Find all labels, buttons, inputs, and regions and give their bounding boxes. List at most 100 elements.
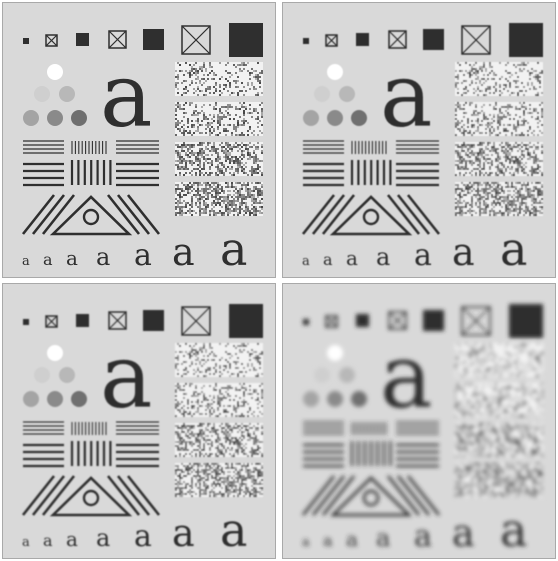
crossed-square	[325, 315, 338, 328]
solid-square	[143, 310, 164, 331]
crossed-square	[461, 25, 491, 55]
small-letter-a: a	[452, 230, 475, 274]
large-letter-a: a	[100, 325, 152, 428]
gray-level-circle	[314, 86, 330, 102]
small-letter-a: a	[376, 524, 390, 552]
panel-frame	[282, 2, 556, 278]
triangle-figure	[21, 194, 161, 236]
solid-square	[229, 304, 263, 338]
test-pattern-image: aa a a a a a a	[282, 283, 556, 559]
crossed-square	[388, 30, 407, 49]
crossed-square	[325, 34, 338, 47]
crossed-square	[45, 315, 58, 328]
noise-band	[455, 142, 543, 176]
small-letter-a: a	[172, 230, 195, 274]
horizontal-line-group	[396, 443, 439, 468]
triangle-figure	[301, 475, 441, 517]
crossed-square	[181, 25, 211, 55]
small-letter-a: a	[220, 503, 247, 557]
small-letter-a: a	[500, 503, 527, 557]
gray-level-circle	[303, 391, 319, 407]
vertical-line-group	[70, 441, 112, 466]
gray-level-circle	[314, 367, 330, 383]
small-letter-a: a	[134, 519, 152, 554]
gray-level-circle	[339, 367, 355, 383]
crossed-square	[45, 34, 58, 47]
gray-level-circle	[34, 367, 50, 383]
test-pattern-image: aa a a a a a a	[2, 2, 276, 278]
large-letter-a: a	[380, 44, 432, 147]
small-letter-a: a	[346, 246, 358, 270]
solid-square	[76, 33, 89, 46]
small-letter-a: a	[414, 238, 432, 273]
gray-level-circle	[327, 391, 343, 407]
vertical-line-group	[350, 441, 392, 466]
noise-band	[175, 102, 263, 136]
panel-frame	[2, 283, 276, 559]
panel-frame	[2, 2, 276, 278]
vertical-line-group	[71, 422, 107, 435]
horizontal-line-group	[396, 140, 439, 154]
gray-level-circle	[327, 110, 343, 126]
horizontal-line-group	[116, 443, 159, 468]
gray-level-circle	[339, 86, 355, 102]
gray-level-circle	[47, 391, 63, 407]
noise-band	[455, 62, 543, 96]
vertical-line-group	[350, 160, 392, 185]
large-letter-a: a	[380, 325, 432, 428]
small-letter-a: a	[96, 524, 110, 552]
crossed-square	[461, 306, 491, 336]
noise-band	[175, 343, 263, 377]
gray-level-circle	[351, 391, 367, 407]
small-letter-a: a	[66, 246, 78, 270]
small-letter-a: a	[452, 511, 475, 555]
gray-level-circle	[303, 110, 319, 126]
small-letter-a: a	[22, 535, 30, 550]
gray-level-circle	[23, 110, 39, 126]
crossed-square	[108, 311, 127, 330]
triangle-figure	[301, 194, 441, 236]
small-letter-a: a	[302, 535, 310, 550]
test-pattern-image: aa a a a a a a	[282, 2, 556, 278]
noise-band	[455, 423, 543, 457]
small-letter-a: a	[302, 254, 310, 269]
gray-level-circle	[327, 345, 343, 361]
small-letter-a: a	[323, 250, 333, 269]
noise-band	[175, 423, 263, 457]
small-letter-a: a	[414, 519, 432, 554]
small-letter-a: a	[22, 254, 30, 269]
solid-square	[303, 38, 309, 44]
solid-square	[423, 29, 444, 50]
solid-square	[76, 314, 89, 327]
solid-square	[509, 23, 543, 57]
small-letter-a: a	[220, 222, 247, 276]
vertical-line-group	[70, 160, 112, 185]
horizontal-line-group	[23, 443, 64, 468]
pattern-content: aa a a a a a a	[301, 23, 543, 276]
pattern-content: aa a a a a a a	[21, 304, 263, 557]
solid-square	[423, 310, 444, 331]
small-letter-a: a	[376, 243, 390, 271]
solid-square	[23, 319, 29, 325]
horizontal-line-group	[23, 162, 64, 187]
small-letter-a: a	[66, 527, 78, 551]
small-letter-a: a	[43, 250, 53, 269]
horizontal-line-group	[116, 162, 159, 187]
noise-band	[455, 343, 543, 377]
gray-level-circle	[327, 64, 343, 80]
large-letter-a: a	[100, 44, 152, 147]
noise-band	[175, 182, 263, 216]
gray-level-circle	[47, 110, 63, 126]
noise-band	[455, 102, 543, 136]
vertical-line-group	[71, 141, 107, 154]
small-letter-a: a	[346, 527, 358, 551]
gray-level-circle	[351, 110, 367, 126]
horizontal-line-group	[116, 140, 159, 154]
solid-square	[229, 23, 263, 57]
horizontal-line-group	[303, 140, 344, 154]
crossed-square	[181, 306, 211, 336]
small-letter-a: a	[172, 511, 195, 555]
noise-band	[455, 383, 543, 417]
crossed-square	[388, 311, 407, 330]
